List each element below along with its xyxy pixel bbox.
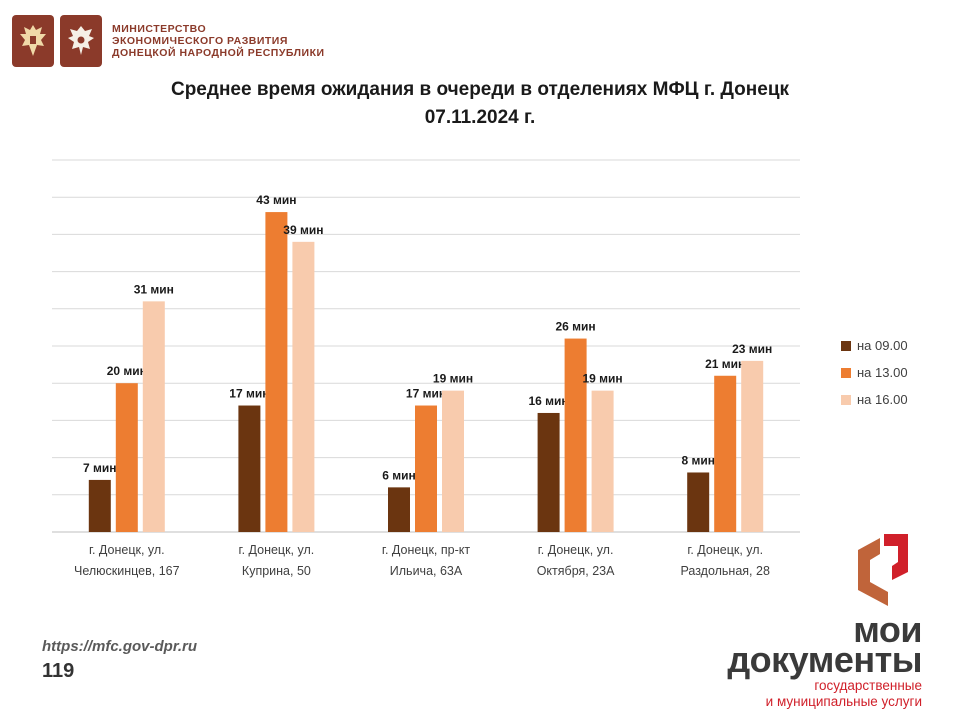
- my-documents-logo-icon: [858, 534, 908, 606]
- dpr-emblem-icon: [60, 15, 102, 67]
- brand-name-line: мои: [853, 609, 922, 650]
- bar: [687, 472, 710, 532]
- legend-item: на 16.00: [841, 386, 908, 413]
- data-label: 19 мин: [433, 372, 473, 386]
- bar: [537, 412, 560, 532]
- bar: [142, 301, 165, 532]
- ministry-line: ДОНЕЦКОЙ НАРОДНОЙ РЕСПУБЛИКИ: [112, 47, 325, 59]
- legend-label: на 16.00: [857, 392, 908, 407]
- bar: [564, 338, 587, 532]
- bar: [714, 375, 737, 532]
- data-label: 23 мин: [732, 342, 772, 356]
- category-label: Ильича, 63А: [390, 564, 463, 578]
- legend-item: на 09.00: [841, 332, 908, 359]
- header: МИНИСТЕРСТВО ЭКОНОМИЧЕСКОГО РАЗВИТИЯ ДОН…: [12, 14, 325, 68]
- page-number: 119: [42, 660, 75, 682]
- brand-name-line: документы: [727, 639, 922, 680]
- brand-block: мои документы государственные и муниципа…: [720, 530, 940, 715]
- category-label: г. Донецк, пр-кт: [382, 543, 470, 557]
- bar: [442, 390, 464, 532]
- data-label: 8 мин: [681, 453, 715, 467]
- brand-name: мои документы: [727, 609, 922, 680]
- data-label: 16 мин: [529, 394, 569, 408]
- legend-swatch: [841, 394, 851, 405]
- category-label: Октября, 23А: [537, 564, 615, 578]
- data-label: 19 мин: [583, 372, 623, 386]
- website-link[interactable]: https://mfc.gov-dpr.ru: [42, 638, 197, 655]
- data-label: 6 мин: [382, 468, 416, 482]
- brand-tagline-line: государственные: [814, 678, 922, 693]
- category-label: г. Донецк, ул.: [89, 543, 165, 557]
- bar: [741, 360, 764, 532]
- category-label: г. Донецк, ул.: [687, 543, 763, 557]
- data-label: 21 мин: [705, 357, 745, 371]
- ministry-name: МИНИСТЕРСТВО ЭКОНОМИЧЕСКОГО РАЗВИТИЯ ДОН…: [112, 23, 325, 59]
- brand-tagline: государственные и муниципальные услуги: [766, 678, 922, 710]
- category-label: Раздольная, 28: [680, 564, 769, 578]
- legend-label: на 13.00: [857, 365, 908, 380]
- chart-title-line: Среднее время ожидания в очереди в отдел…: [170, 79, 790, 100]
- bar: [388, 487, 410, 532]
- chart-title: Среднее время ожидания в очереди в отдел…: [0, 76, 960, 132]
- ministry-line: МИНИСТЕРСТВО: [112, 23, 207, 35]
- data-label: 20 мин: [107, 364, 147, 378]
- legend-swatch: [841, 340, 851, 351]
- bar: [415, 405, 437, 532]
- data-label: 39 мин: [283, 223, 323, 237]
- chart-legend: на 09.00 на 13.00 на 16.00: [841, 332, 908, 413]
- category-label: г. Донецк, ул.: [239, 543, 315, 557]
- bar: [115, 383, 138, 532]
- chart-title-date: 07.11.2024 г.: [424, 107, 536, 128]
- data-label: 26 мин: [556, 320, 596, 334]
- legend-label: на 09.00: [857, 338, 908, 353]
- russia-emblem-icon: [12, 15, 54, 67]
- bar: [292, 241, 315, 532]
- bar: [88, 479, 111, 532]
- data-label: 31 мин: [134, 282, 174, 296]
- data-label: 7 мин: [83, 461, 117, 475]
- legend-swatch: [841, 367, 851, 378]
- category-label: г. Донецк, ул.: [538, 543, 614, 557]
- bar: [265, 212, 288, 532]
- data-label: 43 мин: [256, 193, 296, 207]
- category-label: Куприна, 50: [242, 564, 311, 578]
- data-label: 17 мин: [406, 387, 446, 401]
- legend-item: на 13.00: [841, 359, 908, 386]
- brand-tagline-line: и муниципальные услуги: [765, 694, 922, 709]
- bar: [591, 390, 614, 532]
- data-label: 17 мин: [229, 387, 269, 401]
- category-label: Челюскинцев, 167: [74, 564, 180, 578]
- bar: [238, 405, 261, 532]
- ministry-line: ЭКОНОМИЧЕСКОГО РАЗВИТИЯ: [112, 35, 288, 47]
